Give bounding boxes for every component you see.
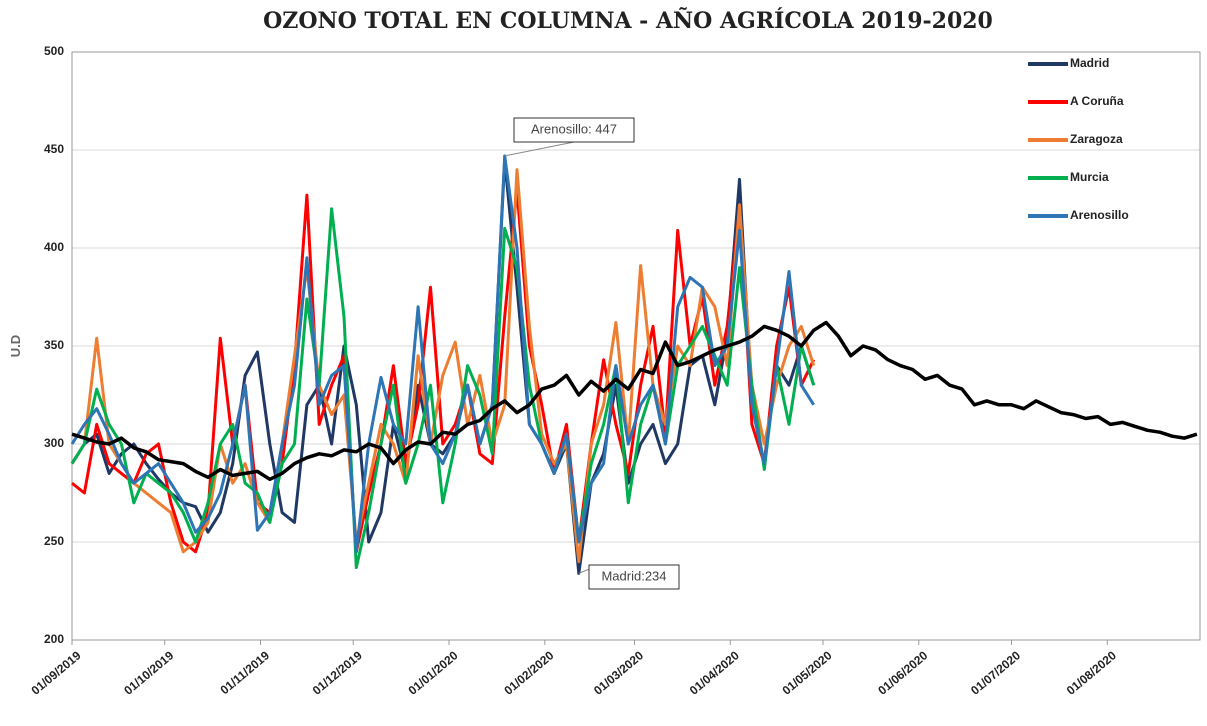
y-tick-label: 400 bbox=[44, 240, 64, 254]
y-tick-label: 450 bbox=[44, 142, 64, 156]
legend-label: Murcia bbox=[1070, 170, 1109, 184]
y-tick-label: 250 bbox=[44, 534, 64, 548]
legend-label: Zaragoza bbox=[1070, 132, 1123, 146]
legend-label: Arenosillo bbox=[1070, 208, 1129, 222]
annotation: Arenosillo: 447 bbox=[531, 121, 617, 136]
annotation-leader bbox=[504, 141, 575, 157]
legend-label: A Coruña bbox=[1070, 94, 1124, 108]
x-tick-label: 01/09/2019 bbox=[29, 648, 84, 698]
x-tick-label: 01/05/2020 bbox=[780, 648, 835, 698]
x-tick-label: 01/01/2020 bbox=[406, 648, 461, 698]
chart-title: OZONO TOTAL EN COLUMNA - AÑO AGRÍCOLA 20… bbox=[263, 7, 993, 34]
y-tick-label: 200 bbox=[44, 632, 64, 646]
legend-label: Madrid bbox=[1070, 56, 1109, 70]
x-tick-label: 01/03/2020 bbox=[591, 648, 646, 698]
x-tick-label: 01/07/2020 bbox=[968, 648, 1023, 698]
x-tick-label: 01/06/2020 bbox=[875, 648, 930, 698]
annotation-box bbox=[513, 117, 635, 143]
series-line bbox=[70, 154, 815, 554]
x-tick-label: 01/12/2019 bbox=[310, 648, 365, 698]
series-line bbox=[70, 207, 816, 569]
annotation-box bbox=[588, 564, 680, 590]
x-tick-label: 01/08/2020 bbox=[1064, 648, 1119, 698]
y-tick-label: 300 bbox=[44, 436, 64, 450]
x-tick-label: 01/10/2019 bbox=[121, 648, 176, 698]
reference-line bbox=[71, 320, 1198, 482]
y-tick-label: 350 bbox=[44, 338, 64, 352]
x-tick-label: 01/02/2020 bbox=[501, 648, 556, 698]
x-tick-label: 01/04/2020 bbox=[687, 648, 742, 698]
y-tick-label: 500 bbox=[44, 44, 64, 58]
plot-border bbox=[71, 51, 1201, 641]
y-axis-label: U.D bbox=[8, 335, 23, 357]
x-tick-label: 01/11/2019 bbox=[218, 648, 273, 697]
annotation: Madrid:234 bbox=[601, 568, 666, 583]
